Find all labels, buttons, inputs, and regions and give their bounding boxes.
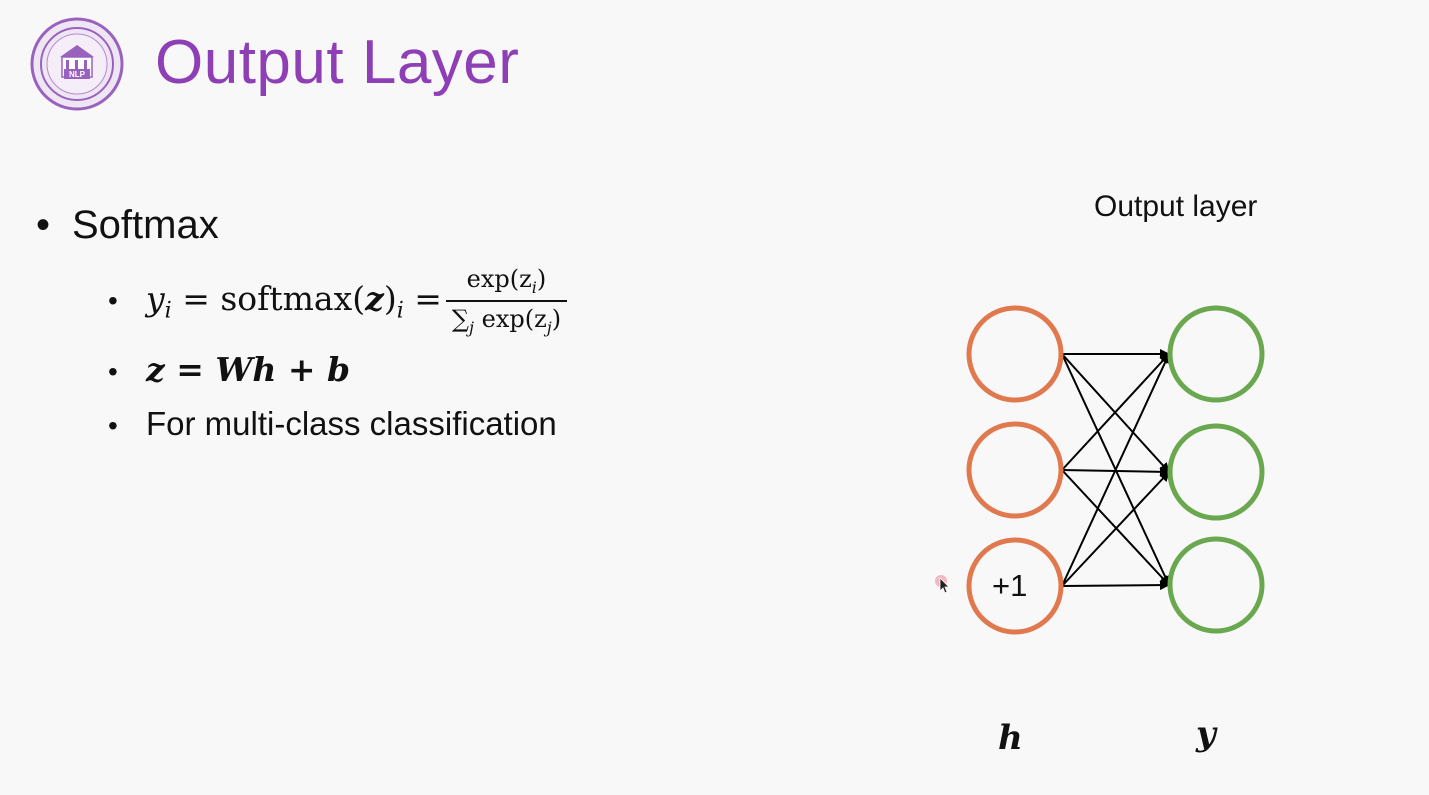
edge-b-y3 [1061, 580, 1170, 591]
hidden-node-2 [966, 421, 1064, 519]
sub-bullet-multiclass: • For multi-class classification [108, 402, 557, 448]
output-node-1 [1167, 305, 1265, 403]
fraction-numerator: exp(zi) [445, 265, 568, 302]
svg-text:NLP: NLP [69, 70, 86, 79]
bullet-dot: • [108, 284, 118, 316]
softmax-formula: yi = softmax(z)i = [146, 279, 442, 324]
den-sum-sub: j [469, 317, 474, 337]
output-layer-label: Output layer [1094, 190, 1258, 223]
bias-node [966, 537, 1064, 635]
formula-z: z [365, 278, 384, 318]
formula-y: y [146, 278, 165, 318]
hidden-node-1 [966, 305, 1064, 403]
num-close: ) [536, 265, 547, 293]
bullet-dot: • [108, 410, 118, 441]
fraction-denominator: ∑j exp(zj) [446, 302, 567, 337]
formula-softmax: = softmax( [171, 278, 366, 318]
linear-equation: z = Wh + b [146, 350, 351, 389]
den-close: ) [551, 304, 562, 333]
formula-eq: = [403, 278, 442, 318]
softmax-fraction: exp(zi) ∑j exp(zj) [445, 265, 568, 337]
input-layer-label: h [998, 718, 1023, 758]
formula-y-sub: i [164, 298, 172, 324]
edge-h2-y1 [1061, 353, 1170, 471]
num-sub: i [531, 277, 537, 297]
den-sum: ∑ [451, 304, 470, 333]
edge-b-y1 [1061, 353, 1170, 587]
mouse-pointer-icon [935, 575, 950, 594]
den-exp: exp(z [473, 304, 547, 333]
formula-close-sub: i [396, 298, 404, 324]
edge-h2-y3 [1061, 469, 1170, 586]
den-exp-sub: j [546, 317, 552, 337]
bullet-softmax: • Softmax [36, 200, 219, 250]
multiclass-text: For multi-class classification [146, 405, 557, 442]
output-node-2 [1167, 423, 1265, 521]
bullet-softmax-text: Softmax [72, 203, 219, 247]
bias-node-label: +1 [992, 568, 1028, 603]
slide-title: Output Layer [155, 28, 520, 97]
formula-close: ) [383, 278, 397, 318]
sub-bullet-linear: • z = Wh + b [108, 348, 350, 394]
sub-bullet-formula: • yi = softmax(z)i = exp(zi) ∑j exp(zj) [108, 265, 568, 345]
num-exp: exp(z [466, 265, 532, 293]
bullet-dot: • [108, 356, 118, 387]
output-node-3 [1167, 536, 1265, 634]
edge-b-y2 [1061, 471, 1170, 587]
bullet-dot: • [36, 203, 51, 247]
nlp-logo-icon: NLP [30, 17, 124, 111]
output-vector-label: y [1196, 714, 1216, 754]
